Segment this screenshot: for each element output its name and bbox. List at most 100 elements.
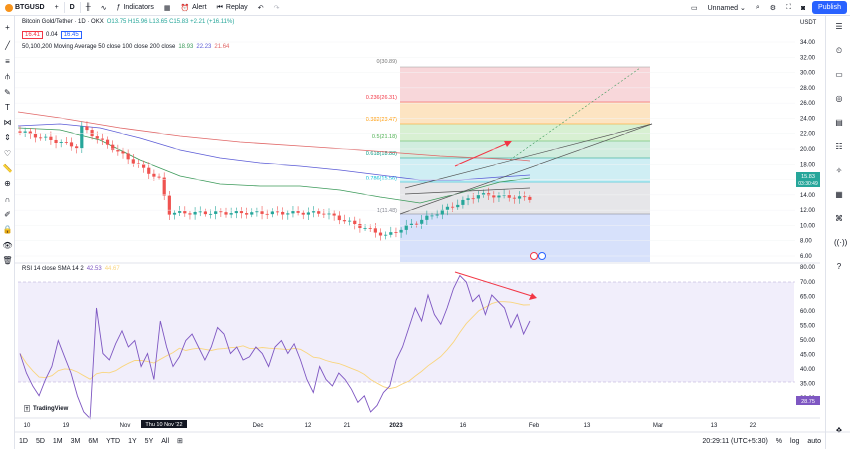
- crosshair-icon[interactable]: +: [5, 23, 10, 32]
- rsi-tick-label: 60.00: [800, 309, 816, 315]
- ruler-icon[interactable]: 📏: [2, 164, 13, 173]
- candle-body: [368, 228, 372, 229]
- tradingview-logo[interactable]: 🅃 TradingView: [24, 404, 68, 414]
- candle-body: [157, 176, 161, 178]
- brush-icon[interactable]: ✎: [4, 88, 11, 97]
- clock-label[interactable]: 20:29:11 (UTC+5:30): [702, 437, 768, 445]
- price-arrow-up[interactable]: [454, 141, 511, 167]
- publish-button[interactable]: Publish: [812, 1, 847, 14]
- templates-button[interactable]: ▦: [159, 0, 176, 16]
- percent-toggle[interactable]: %: [775, 437, 783, 445]
- watchlist-icon[interactable]: ☰: [835, 22, 843, 31]
- log-toggle[interactable]: log: [790, 437, 800, 445]
- candle-body: [487, 193, 491, 196]
- range-6m[interactable]: 6M: [88, 437, 99, 445]
- interval-button[interactable]: D: [65, 0, 80, 16]
- event-icon[interactable]: [538, 252, 546, 260]
- broadcast-icon[interactable]: ((·)): [834, 238, 848, 247]
- projection-line[interactable]: [509, 67, 641, 161]
- layers-icon[interactable]: ❖: [835, 426, 843, 435]
- measure-icon[interactable]: ⇕: [4, 133, 11, 142]
- trend-line-base[interactable]: [404, 187, 531, 195]
- compare-button[interactable]: ∿: [96, 0, 112, 16]
- notifications-icon[interactable]: ⌘: [835, 214, 843, 223]
- rsi-axis[interactable]: 70.00 65.00 60.00 55.00 50.00 45.00 40.00 35.00…: [800, 265, 816, 402]
- ma-legend[interactable]: 50,100,200 Moving Average 50 close 100 c…: [22, 44, 229, 50]
- heart-icon[interactable]: ♡: [3, 149, 12, 158]
- fullscreen-button[interactable]: ⛶: [781, 0, 796, 16]
- candle-body: [476, 194, 480, 199]
- add-symbol-button[interactable]: +: [50, 0, 64, 16]
- currency-label[interactable]: USDT: [800, 20, 817, 26]
- time-axis[interactable]: 10 19 Nov Thu 10 Nov '22 Dec 12 21 2023 16 Feb 13 M…: [24, 420, 757, 429]
- candle-body: [348, 220, 352, 222]
- candle-body: [384, 234, 388, 236]
- candle-body: [80, 126, 84, 149]
- search-button[interactable]: ⌕: [751, 0, 765, 16]
- goto-date-icon[interactable]: ⊞: [177, 438, 183, 445]
- hotlist-icon[interactable]: ▤: [835, 118, 843, 127]
- candle-body: [291, 211, 295, 214]
- replay-button[interactable]: ⏮ Replay: [212, 0, 253, 16]
- candle-body: [229, 213, 233, 215]
- range-3m[interactable]: 3M: [70, 437, 81, 445]
- help-icon[interactable]: ?: [836, 262, 842, 271]
- settings-button[interactable]: ⚙: [765, 0, 781, 16]
- trend-line-icon[interactable]: ╱: [5, 41, 10, 50]
- auto-toggle[interactable]: auto: [807, 437, 821, 445]
- event-icon[interactable]: [530, 252, 538, 260]
- pitchfork-icon[interactable]: ⫛: [5, 72, 10, 81]
- range-5d[interactable]: 5D: [35, 437, 45, 445]
- candle-body: [64, 142, 68, 143]
- magnet-icon[interactable]: ∩: [4, 195, 11, 204]
- gear-icon: ⚙: [769, 5, 777, 12]
- bulb-icon[interactable]: ✧: [835, 166, 843, 175]
- trash-icon[interactable]: 🗑: [2, 256, 13, 265]
- lock-draw-icon[interactable]: ✐: [4, 210, 11, 219]
- target-icon[interactable]: ◎: [835, 94, 843, 103]
- candle-body: [342, 220, 347, 222]
- ask-price[interactable]: 16.45: [60, 31, 82, 39]
- redo-button[interactable]: ↷: [269, 0, 285, 16]
- time-tick-label: Mar: [653, 423, 663, 429]
- rsi-tick-label: 40.00: [800, 367, 816, 373]
- calendar-icon[interactable]: ▦: [835, 190, 843, 199]
- fib-retracement[interactable]: [400, 66, 650, 262]
- bid-price[interactable]: 16.41: [22, 31, 44, 39]
- time-tick-label: Dec: [253, 423, 264, 429]
- trend-line-upper[interactable]: [404, 123, 653, 189]
- range-all[interactable]: All: [161, 437, 170, 445]
- clock-icon[interactable]: ⏲: [835, 46, 843, 55]
- undo-button[interactable]: ↶: [253, 0, 269, 16]
- zoom-in-icon[interactable]: ⊕: [4, 179, 11, 188]
- lock-icon[interactable]: 🔒: [2, 225, 13, 234]
- chat-icon[interactable]: ▭: [835, 70, 843, 79]
- ideas-icon[interactable]: ☷: [835, 142, 843, 151]
- text-icon[interactable]: T: [5, 103, 10, 112]
- main-legend[interactable]: Bitcoin Gold/Tether · 1D · OKX O13.75 H1…: [22, 19, 234, 25]
- alert-button[interactable]: ⏰ Alert: [175, 0, 211, 16]
- layout-button[interactable]: ▭: [686, 0, 703, 16]
- range-1y[interactable]: 1Y: [128, 437, 137, 445]
- rsi-divergence-arrow[interactable]: [454, 271, 536, 298]
- snapshot-button[interactable]: ◙: [796, 0, 810, 16]
- price-axis[interactable]: 34.00 32.00 30.00 28.00 26.00 24.00 22.00 20.00…: [15, 40, 816, 260]
- layout-name[interactable]: Unnamed ⌄: [703, 0, 751, 16]
- bar-style-button[interactable]: ╫: [81, 0, 96, 16]
- fib-zone-05-0618: [400, 141, 650, 158]
- candle-body: [281, 211, 285, 215]
- range-1d[interactable]: 1D: [19, 437, 28, 445]
- range-1m[interactable]: 1M: [52, 437, 63, 445]
- range-ytd[interactable]: YTD: [106, 437, 121, 445]
- price-tick-label: 8.00: [800, 239, 812, 245]
- trend-line-lower[interactable]: [399, 123, 653, 215]
- eye-icon[interactable]: 👁: [2, 241, 13, 250]
- indicators-label: Indicators: [123, 4, 154, 11]
- range-5y[interactable]: 5Y: [144, 437, 154, 445]
- horizontal-lines-icon[interactable]: ≡: [5, 57, 10, 66]
- rsi-legend[interactable]: RSI 14 close SMA 14 2 42.53 44.67: [22, 266, 120, 272]
- pattern-icon[interactable]: ⋈: [3, 118, 12, 127]
- symbol-search[interactable]: BTGUSD: [0, 0, 50, 16]
- indicators-button[interactable]: ƒ Indicators: [112, 0, 159, 16]
